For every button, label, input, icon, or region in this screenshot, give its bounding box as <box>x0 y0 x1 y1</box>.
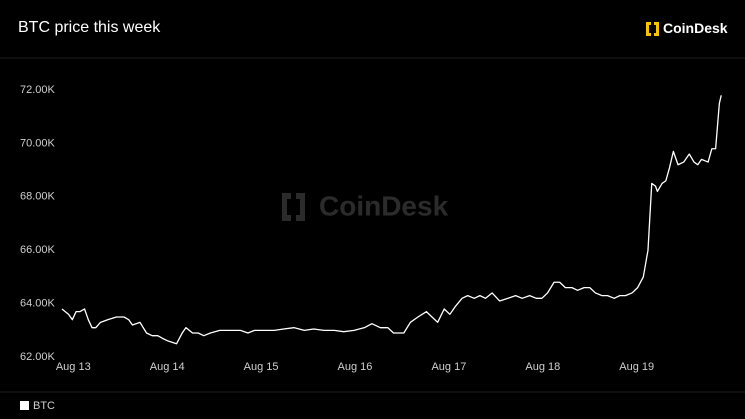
y-tick-label: 68.00K <box>20 191 56 203</box>
y-tick-label: 72.00K <box>20 84 56 96</box>
legend-label: BTC <box>33 400 55 412</box>
watermark-text: CoinDesk <box>319 190 449 221</box>
y-tick-label: 64.00K <box>20 298 56 310</box>
logo: CoinDesk <box>646 20 728 36</box>
x-tick-label: Aug 13 <box>56 361 91 373</box>
x-tick-label: Aug 14 <box>150 361 185 373</box>
watermark: CoinDesk <box>282 190 449 221</box>
legend-swatch <box>20 401 29 410</box>
logo-text: CoinDesk <box>663 20 728 36</box>
watermark-icon <box>282 193 305 221</box>
x-tick-label: Aug 19 <box>619 361 654 373</box>
x-tick-label: Aug 15 <box>244 361 279 373</box>
x-tick-label: Aug 17 <box>431 361 466 373</box>
x-tick-label: Aug 18 <box>525 361 560 373</box>
chart-title: BTC price this week <box>18 19 161 36</box>
y-tick-label: 70.00K <box>20 137 56 149</box>
y-tick-label: 62.00K <box>20 351 56 363</box>
logo-icon <box>646 22 659 36</box>
x-tick-label: Aug 16 <box>338 361 373 373</box>
price-line <box>61 95 722 345</box>
y-tick-label: 66.00K <box>20 244 56 256</box>
